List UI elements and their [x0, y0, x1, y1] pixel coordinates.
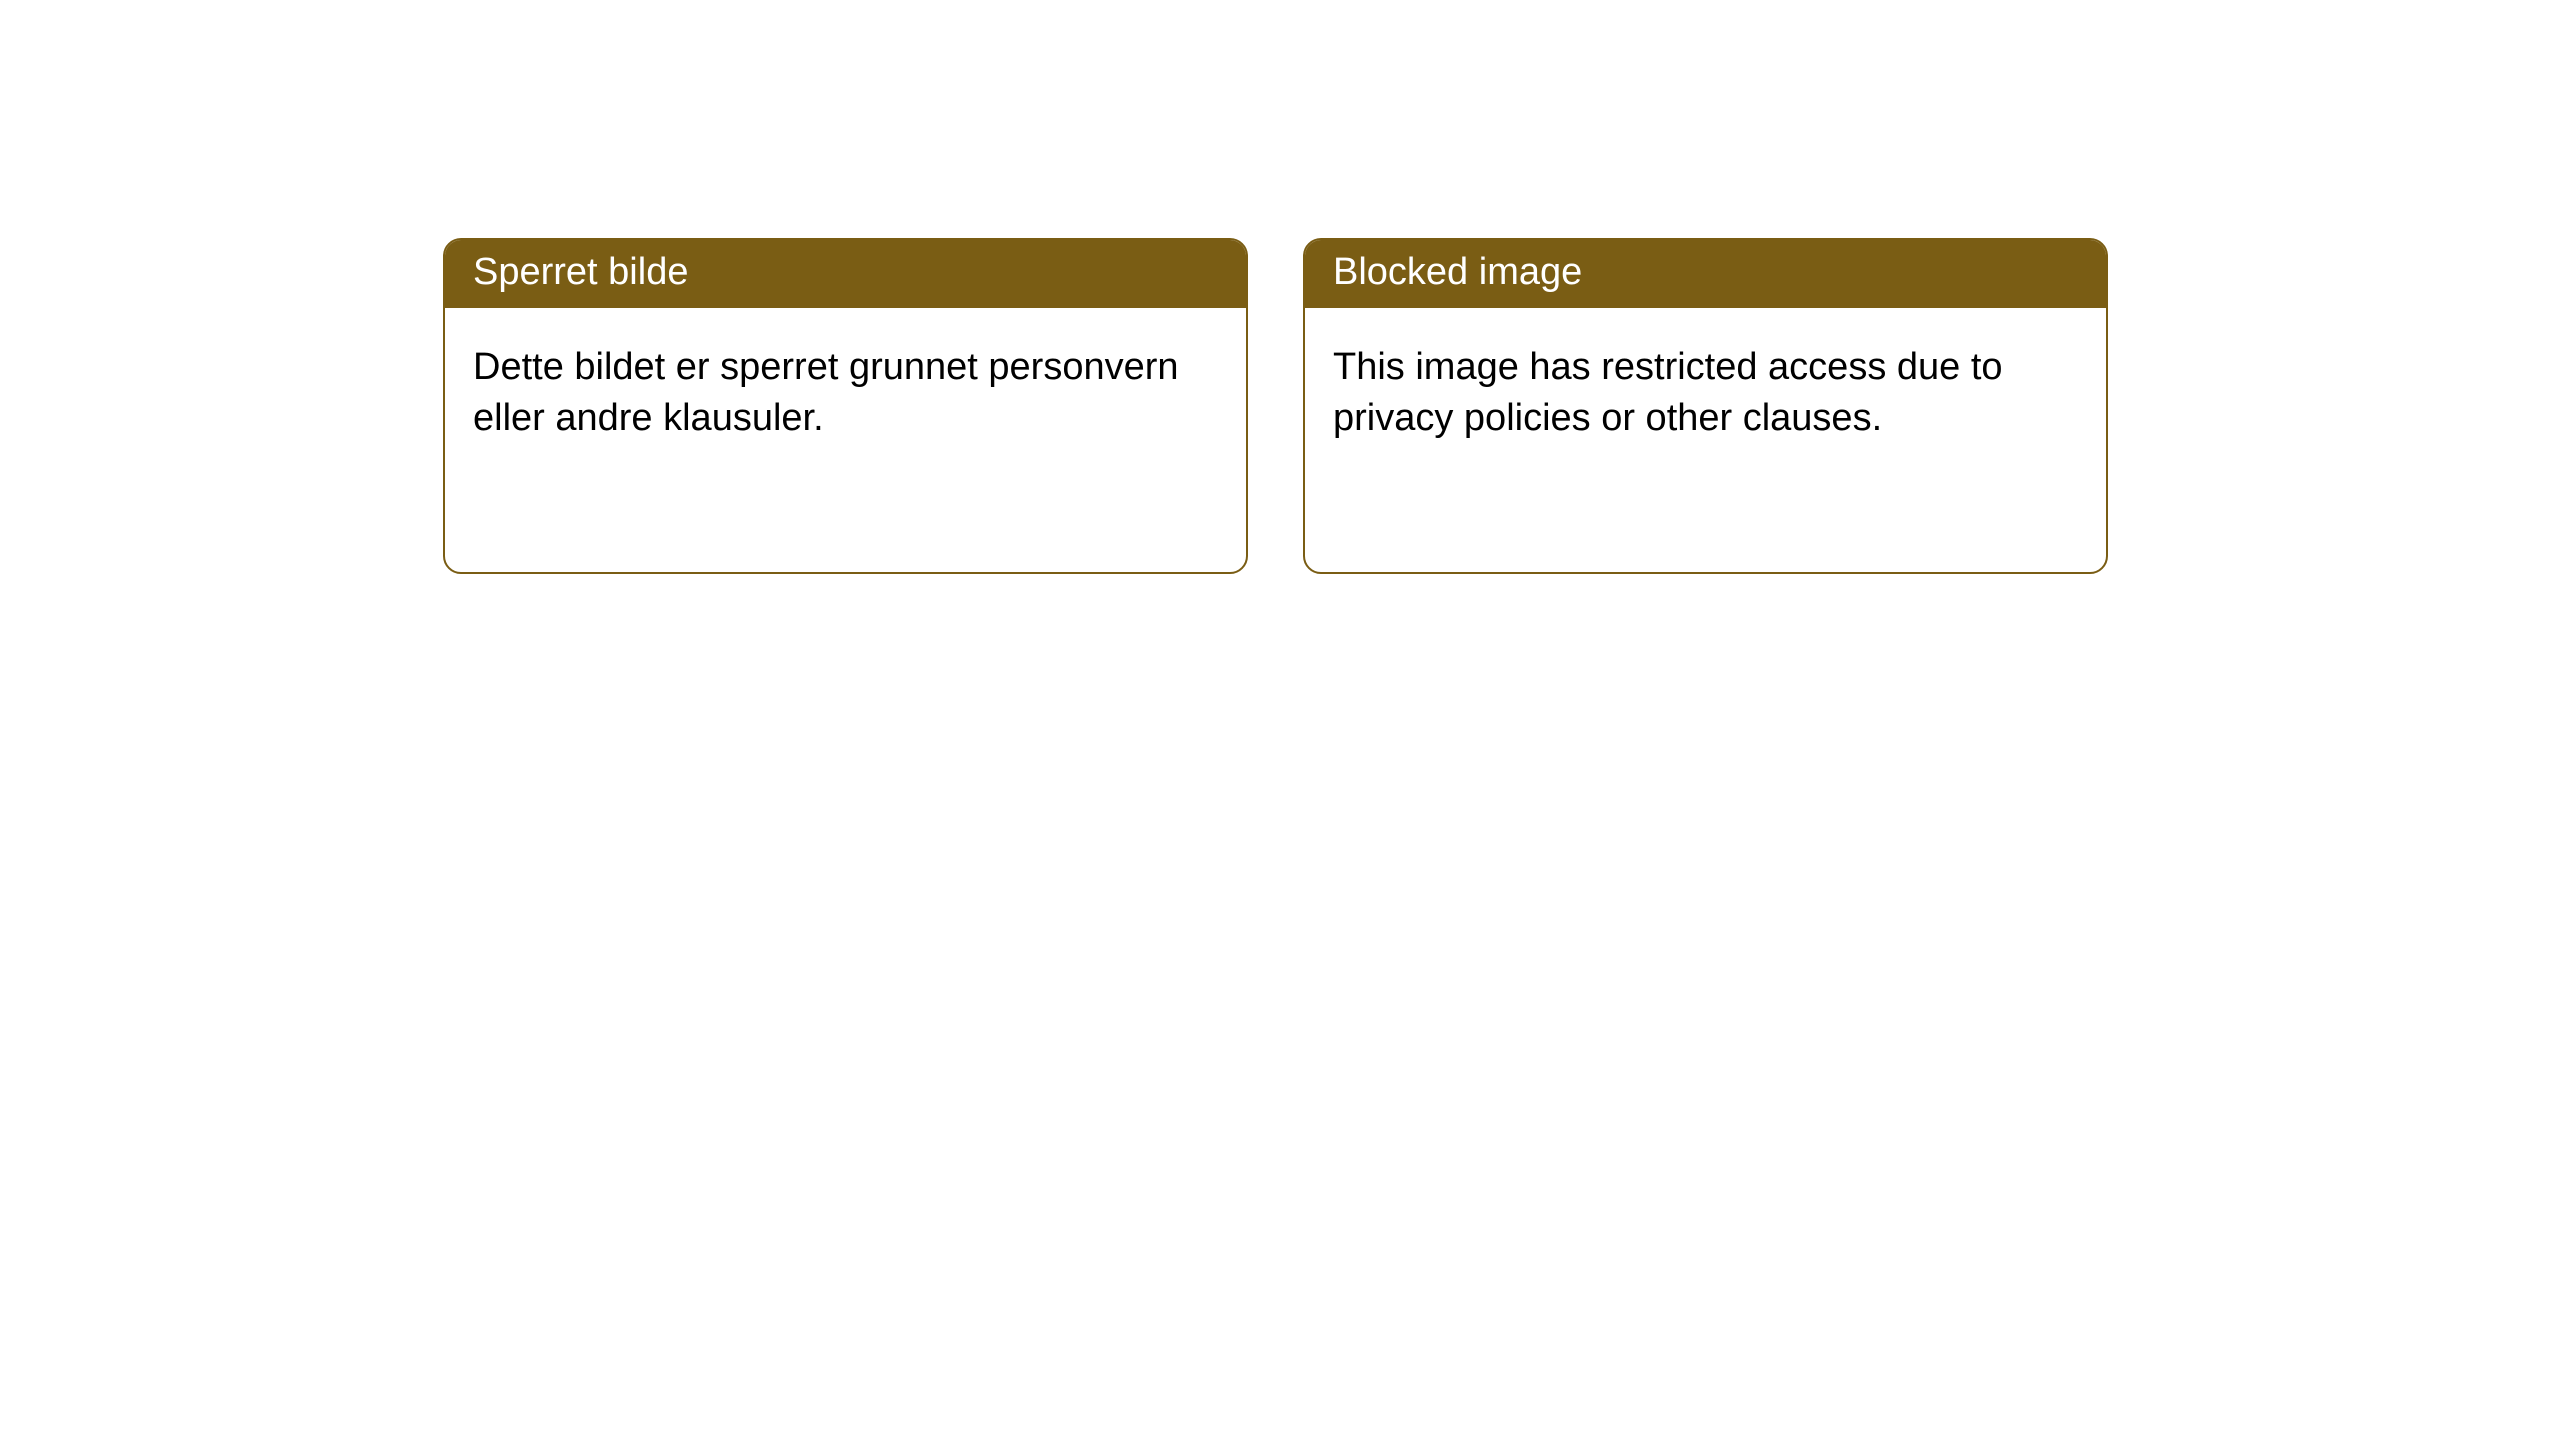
card-header: Blocked image — [1305, 240, 2106, 308]
card-body-text: This image has restricted access due to … — [1333, 346, 2003, 439]
notice-card-english: Blocked image This image has restricted … — [1303, 238, 2108, 574]
card-body: This image has restricted access due to … — [1305, 308, 2106, 479]
notice-container: Sperret bilde Dette bildet er sperret gr… — [0, 0, 2560, 574]
card-header: Sperret bilde — [445, 240, 1246, 308]
card-title: Sperret bilde — [473, 251, 688, 293]
card-body: Dette bildet er sperret grunnet personve… — [445, 308, 1246, 479]
notice-card-norwegian: Sperret bilde Dette bildet er sperret gr… — [443, 238, 1248, 574]
card-body-text: Dette bildet er sperret grunnet personve… — [473, 346, 1179, 439]
card-title: Blocked image — [1333, 251, 1582, 293]
